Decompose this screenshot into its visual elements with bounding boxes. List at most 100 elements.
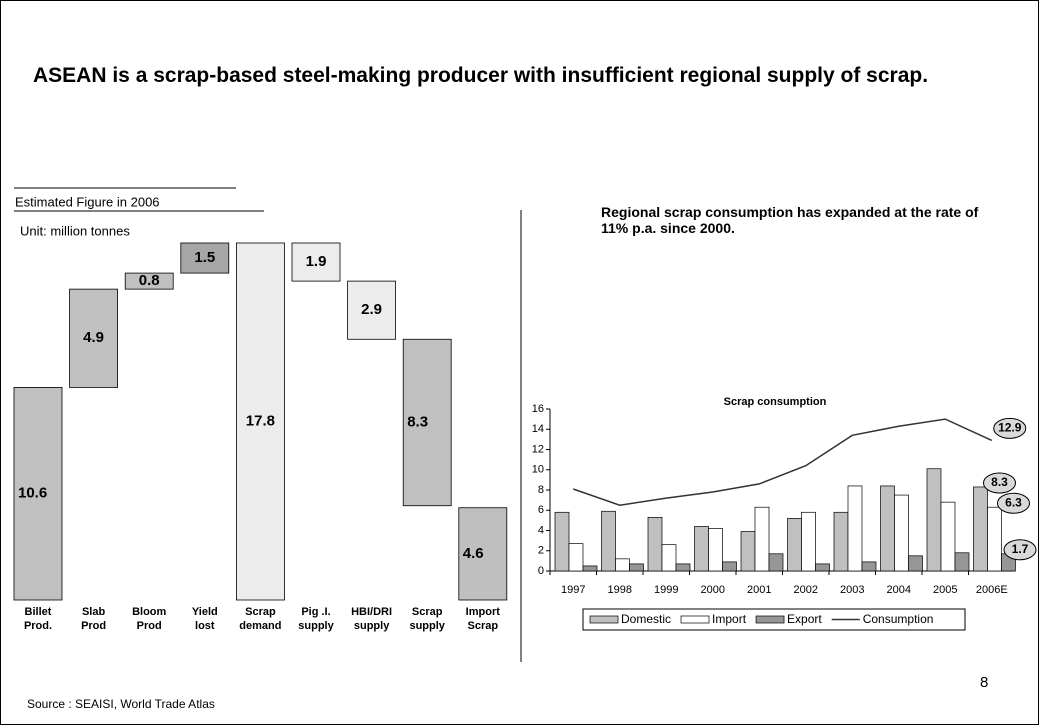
x-tick-label: Bloom Prod xyxy=(132,606,166,632)
bar xyxy=(675,563,691,572)
legend-label: Consumption xyxy=(863,612,934,626)
bar xyxy=(347,280,397,340)
x-tick-label: Pig .I. supply xyxy=(298,606,334,632)
bar xyxy=(740,531,756,572)
bar xyxy=(987,506,1002,572)
x-tick-label: 2001 xyxy=(747,584,771,596)
bar xyxy=(629,563,644,572)
bar xyxy=(69,288,118,388)
bar xyxy=(180,242,230,274)
label-bubble xyxy=(983,472,1016,494)
x-tick-label: 2000 xyxy=(701,584,725,596)
line-series xyxy=(573,418,993,506)
y-tick-label: 14 xyxy=(532,423,544,435)
bar xyxy=(582,565,598,572)
unit: Unit: million tonnes xyxy=(20,223,130,238)
bar xyxy=(647,516,663,572)
y-tick-label: 6 xyxy=(538,504,544,516)
label-bubble xyxy=(997,492,1030,514)
bar xyxy=(940,501,956,572)
bar xyxy=(235,242,285,601)
page-number: 8 xyxy=(980,674,988,691)
y-tick-label: 12 xyxy=(532,443,544,455)
data-label: 0.8 xyxy=(139,272,160,289)
bar xyxy=(894,494,909,572)
chart-title: Scrap consumption xyxy=(724,396,827,408)
label-bubble xyxy=(993,417,1027,439)
data-label: 1.5 xyxy=(194,249,215,266)
bar xyxy=(847,485,863,572)
bar xyxy=(568,543,584,572)
data-label: 2.9 xyxy=(361,301,382,318)
bar xyxy=(291,242,341,282)
subtitle: Regional scrap consumption has expanded … xyxy=(601,204,979,236)
data-label: 8.3 xyxy=(991,475,1008,489)
bar xyxy=(768,553,784,572)
legend-swatch xyxy=(755,615,785,624)
y-tick-label: 0 xyxy=(538,565,544,577)
x-tick-label: Import Scrap xyxy=(466,606,501,632)
y-tick-label: 4 xyxy=(538,524,544,536)
bar xyxy=(908,555,923,572)
x-tick-label: 1997 xyxy=(561,584,585,596)
bar xyxy=(926,468,942,572)
bar xyxy=(554,511,570,572)
bar xyxy=(954,552,970,572)
bar xyxy=(661,544,677,572)
data-label: 1.7 xyxy=(1012,542,1029,556)
bar xyxy=(722,561,737,572)
bar xyxy=(402,338,452,507)
bar xyxy=(458,507,508,601)
bar xyxy=(13,387,63,601)
legend-swatch xyxy=(680,615,710,624)
x-tick-label: 1998 xyxy=(608,584,632,596)
x-tick-label: 1999 xyxy=(654,584,678,596)
x-tick-label: 2003 xyxy=(840,584,864,596)
data-label: 10.6 xyxy=(18,485,47,502)
data-label: 17.8 xyxy=(246,412,275,429)
x-tick-label: Yield lost xyxy=(192,606,218,632)
data-label: 6.3 xyxy=(1005,495,1022,509)
bar xyxy=(861,561,877,572)
slide-title: ASEAN is a scrap-based steel-making prod… xyxy=(33,64,929,87)
bar xyxy=(973,486,988,572)
x-tick-label: 2002 xyxy=(794,584,818,596)
bar xyxy=(815,563,830,572)
bar xyxy=(694,526,709,572)
y-tick-label: 10 xyxy=(532,464,544,476)
bar xyxy=(708,528,723,572)
x-tick-label: 2006E xyxy=(976,584,1008,596)
source: Source : SEAISI, World Trade Atlas xyxy=(27,697,215,711)
data-label: 12.9 xyxy=(998,421,1022,435)
legend-label: Export xyxy=(787,612,822,626)
y-tick-label: 2 xyxy=(538,545,544,557)
legend-swatch xyxy=(589,615,619,624)
data-label: 1.9 xyxy=(306,253,327,270)
legend-label: Domestic xyxy=(621,612,671,626)
bar xyxy=(615,558,630,572)
bar xyxy=(754,506,770,572)
x-tick-label: HBI/DRI supply xyxy=(351,606,392,632)
x-tick-label: 2004 xyxy=(887,584,911,596)
bar xyxy=(787,517,802,572)
note: Estimated Figure in 2006 xyxy=(15,194,160,209)
x-tick-label: Slab Prod xyxy=(81,606,106,632)
bar xyxy=(833,511,849,572)
bar xyxy=(124,272,174,290)
legend-label: Import xyxy=(712,612,747,626)
bar xyxy=(601,510,616,572)
bar xyxy=(880,485,895,572)
data-label: 8.3 xyxy=(407,413,428,430)
data-label: 4.6 xyxy=(463,545,484,562)
bar xyxy=(801,511,816,572)
x-tick-label: Scrap supply xyxy=(409,606,445,632)
label-bubble xyxy=(1003,539,1037,561)
data-label: 4.9 xyxy=(83,329,104,346)
x-tick-label: 2005 xyxy=(933,584,957,596)
y-tick-label: 16 xyxy=(532,403,544,415)
y-tick-label: 8 xyxy=(538,484,544,496)
x-tick-label: Billet Prod. xyxy=(24,606,52,632)
x-tick-label: Scrap demand xyxy=(239,606,281,632)
